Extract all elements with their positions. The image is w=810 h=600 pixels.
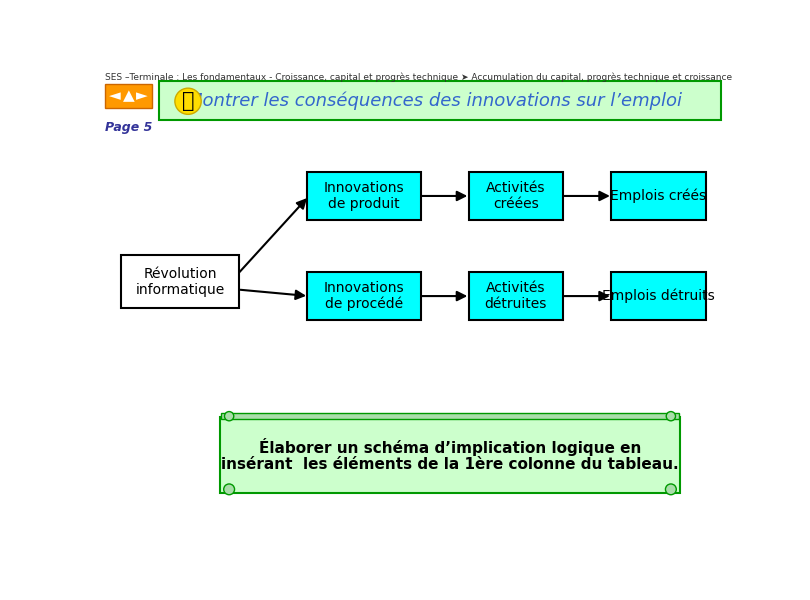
FancyBboxPatch shape: [221, 413, 679, 419]
Text: Innovations
de procédé: Innovations de procédé: [324, 281, 404, 311]
Text: Activités
détruites: Activités détruites: [484, 281, 547, 311]
Text: SES –Terminale : Les fondamentaux - Croissance, capital et progrès technique ➤ A: SES –Terminale : Les fondamentaux - Croi…: [105, 73, 732, 82]
Text: Élaborer un schéma d’implication logique en: Élaborer un schéma d’implication logique…: [259, 439, 642, 457]
FancyBboxPatch shape: [308, 172, 420, 220]
FancyBboxPatch shape: [469, 272, 563, 320]
Text: Révolution
informatique: Révolution informatique: [136, 267, 225, 297]
Text: insérant  les éléments de la 1ère colonne du tableau.: insérant les éléments de la 1ère colonne…: [221, 457, 679, 472]
FancyBboxPatch shape: [220, 417, 680, 493]
Text: ►: ►: [136, 88, 147, 103]
Text: Montrer les conséquences des innovations sur l’emploi: Montrer les conséquences des innovations…: [187, 91, 682, 110]
FancyBboxPatch shape: [612, 172, 706, 220]
Circle shape: [666, 484, 676, 495]
Text: ▲: ▲: [122, 88, 134, 103]
Circle shape: [175, 88, 201, 115]
Circle shape: [224, 412, 234, 421]
Text: ◄: ◄: [109, 88, 121, 103]
Text: Page 5: Page 5: [104, 121, 152, 134]
Text: 💡: 💡: [181, 91, 194, 111]
FancyBboxPatch shape: [160, 81, 721, 120]
Text: Emplois créés: Emplois créés: [611, 189, 706, 203]
FancyBboxPatch shape: [122, 255, 239, 308]
Circle shape: [666, 412, 676, 421]
FancyBboxPatch shape: [612, 272, 706, 320]
Text: Emplois détruits: Emplois détruits: [602, 289, 715, 304]
FancyBboxPatch shape: [105, 83, 151, 108]
FancyBboxPatch shape: [469, 172, 563, 220]
FancyBboxPatch shape: [308, 272, 420, 320]
Circle shape: [224, 484, 235, 495]
Text: Activités
créées: Activités créées: [486, 181, 546, 211]
Text: Innovations
de produit: Innovations de produit: [324, 181, 404, 211]
